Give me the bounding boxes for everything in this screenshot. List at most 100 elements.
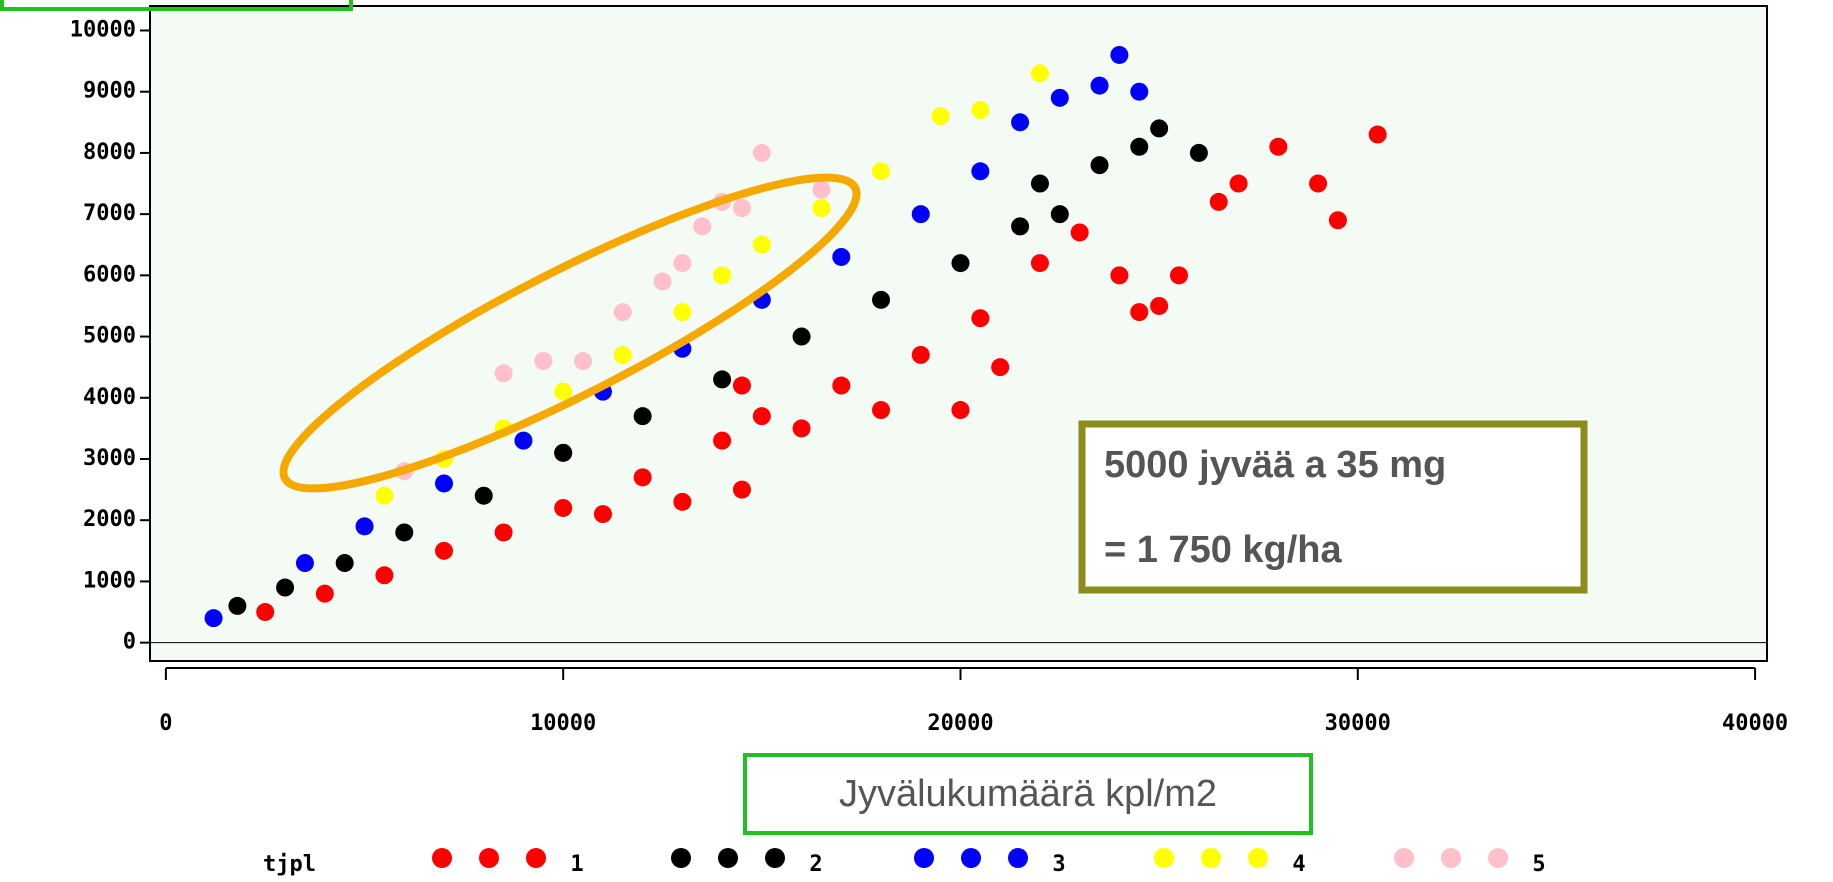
x-tick-label: 20000 xyxy=(927,711,993,736)
point xyxy=(752,407,771,426)
point xyxy=(673,254,692,273)
point xyxy=(276,578,295,597)
point xyxy=(1090,76,1109,95)
y-tick-label: 9000 xyxy=(83,79,136,104)
point xyxy=(1170,266,1188,285)
highlight-ellipse xyxy=(279,173,861,493)
y-tick-label: 8000 xyxy=(83,140,136,165)
point xyxy=(375,566,394,585)
y-tick-label: 2000 xyxy=(83,507,136,532)
point xyxy=(1269,137,1288,156)
point xyxy=(1130,82,1149,101)
point xyxy=(872,401,891,420)
point xyxy=(812,199,831,218)
point xyxy=(653,272,672,291)
point xyxy=(435,474,453,493)
y-tick-label: 5000 xyxy=(83,324,136,349)
y-tick-label: 6000 xyxy=(83,262,136,287)
point xyxy=(554,382,573,401)
legend-marker xyxy=(914,848,934,868)
annotation: = 1 750 kg/ha xyxy=(1104,529,1343,571)
point xyxy=(1011,113,1030,132)
point xyxy=(494,364,513,383)
point xyxy=(593,505,612,524)
legend-marker xyxy=(526,848,546,868)
annotation: 5000 jyvää a 35 mg xyxy=(1104,444,1446,486)
point xyxy=(335,554,354,573)
point xyxy=(951,254,970,273)
point xyxy=(1368,125,1387,144)
point xyxy=(911,345,930,364)
point xyxy=(673,303,692,322)
point xyxy=(991,358,1010,377)
point xyxy=(1309,174,1328,193)
point xyxy=(1130,137,1149,156)
point xyxy=(911,205,930,224)
legend-label: 2 xyxy=(809,852,822,877)
point xyxy=(1150,296,1169,315)
point xyxy=(375,486,394,505)
y-tick-label: 4000 xyxy=(83,385,136,410)
point xyxy=(1050,205,1069,224)
point xyxy=(633,468,652,487)
legend-marker xyxy=(1201,848,1221,868)
y-tick-label: 0 xyxy=(123,630,136,655)
point xyxy=(315,584,334,603)
point xyxy=(931,107,950,126)
point xyxy=(1110,266,1129,285)
point xyxy=(1130,303,1149,322)
point xyxy=(812,180,831,199)
points xyxy=(204,45,1387,628)
y-tick-label: 3000 xyxy=(83,446,136,471)
point xyxy=(474,486,493,505)
point xyxy=(1229,174,1248,193)
legend-marker xyxy=(1441,848,1461,868)
legend-title: tjpl xyxy=(263,852,316,877)
point xyxy=(693,217,712,236)
point xyxy=(554,443,573,462)
point xyxy=(554,498,573,517)
point xyxy=(395,523,414,542)
point xyxy=(792,327,811,346)
point xyxy=(228,596,247,615)
x-axis-label: Jyvälukumäärä kpl/m2 xyxy=(839,773,1217,815)
point xyxy=(713,370,732,389)
point xyxy=(1030,174,1049,193)
point xyxy=(732,376,751,395)
point xyxy=(1011,217,1030,236)
point xyxy=(832,376,851,395)
legend-marker xyxy=(1248,848,1268,868)
legend-marker xyxy=(1394,848,1414,868)
point xyxy=(752,143,771,162)
point xyxy=(872,290,891,309)
point xyxy=(971,162,990,181)
y-tick-label: 1000 xyxy=(83,568,136,593)
point xyxy=(971,101,990,120)
point xyxy=(494,523,513,542)
point xyxy=(1209,192,1228,211)
point xyxy=(673,492,692,511)
legend-marker xyxy=(479,848,499,868)
point xyxy=(574,352,593,371)
legend-marker xyxy=(1488,848,1508,868)
point xyxy=(951,401,970,420)
point xyxy=(1110,45,1129,64)
legend-marker xyxy=(1154,848,1174,868)
point xyxy=(1030,254,1049,273)
legend-marker xyxy=(765,848,785,868)
annotation-box xyxy=(1078,420,1588,594)
point xyxy=(613,345,632,364)
legend-label: 4 xyxy=(1292,852,1305,877)
y-label-box xyxy=(0,0,353,11)
point xyxy=(1070,223,1089,242)
x-tick-label: 10000 xyxy=(530,711,596,736)
x-label-box xyxy=(743,753,1313,835)
point xyxy=(355,517,374,536)
point xyxy=(204,609,223,628)
point xyxy=(732,199,751,218)
point xyxy=(1328,211,1347,230)
legend-label: 1 xyxy=(570,852,583,877)
point xyxy=(256,603,275,622)
